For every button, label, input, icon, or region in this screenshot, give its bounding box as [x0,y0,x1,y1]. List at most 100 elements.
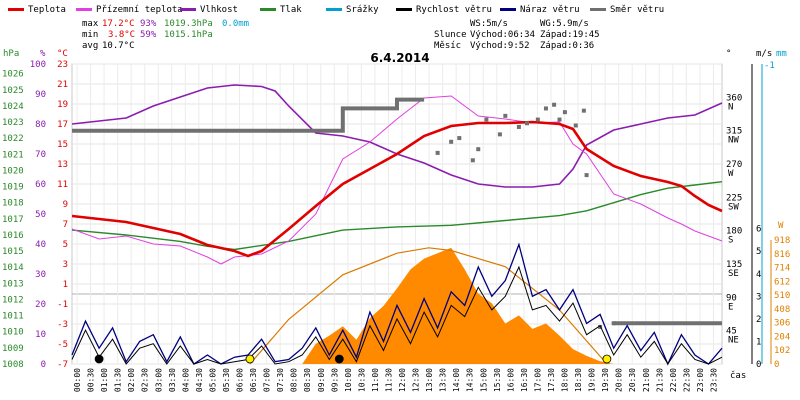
legend-label-smer: Směr větru [610,5,664,15]
tick-label-time: 21:00 [642,368,651,392]
series-smer-point [543,106,548,111]
axis-title-rad: W [778,221,784,231]
tick-label-hpa: 1011 [2,312,24,322]
tick-label-time: 13:30 [439,368,448,392]
series-smer-point [484,117,489,122]
series-smer-point [525,121,529,126]
series-smer-point [598,324,603,329]
info-wg: WG:5.9m/s [540,19,589,29]
series-prizemni-line [71,95,723,265]
marker-moonset [94,354,104,364]
tick-label-c: -3 [57,320,68,330]
info-moon-set: Západ:0:36 [540,41,594,51]
tick-label-rad: 0 [774,360,779,370]
legend-swatch-smer [590,8,606,11]
info-moon-label: Měsíc [434,41,461,51]
legend-label-vlhkost: Vlhkost [200,5,238,15]
legend-item-tlak: Tlak [260,5,302,15]
tick-label-hpa: 1017 [2,215,24,225]
tick-label-hpa: 1008 [2,360,24,370]
tick-label-time: 04:00 [181,368,190,392]
tick-label-ms: 5 [756,247,761,257]
tick-label-pct: 20 [35,300,46,310]
tick-label-time: 08:00 [290,368,299,392]
tick-label-dir: SW [728,202,739,212]
legend-item-vlhkost: Vlhkost [180,5,238,15]
tick-label-time: 04:30 [195,368,204,392]
legend-item-prizemni: Přízemní teplota [76,5,183,15]
tick-label-time: 09:30 [330,368,339,392]
tick-label-time: 03:30 [168,368,177,392]
tick-label-c: 9 [63,200,68,210]
marker-sunrise [245,354,255,364]
tick-label-rad: 510 [774,291,790,301]
tick-label-hpa: 1016 [2,231,24,241]
tick-label-ms: 1 [756,337,761,347]
tick-label-deg: 225 [726,193,742,203]
stats-max-rain: 0.0mm [222,19,249,29]
tick-label-time: 14:30 [466,368,475,392]
tick-label-pct: 10 [35,330,46,340]
tick-label-time: 15:00 [479,368,488,392]
info-sun-set: Západ:19:45 [540,30,600,40]
tick-label-hpa: 1010 [2,328,24,338]
tick-label-dir: NW [728,136,739,146]
tick-label-time: 09:00 [317,368,326,392]
tick-label-pct: 80 [35,120,46,130]
axis-title-deg: ° [726,49,731,59]
legend-swatch-rychlost [396,8,412,11]
legend-swatch-prizemni [76,8,92,11]
series-smer-point [584,173,589,178]
legend-label-tlak: Tlak [280,5,302,15]
tick-label-c: 13 [57,160,68,170]
tick-label-time: 13:00 [425,368,434,392]
legend-label-prizemni: Přízemní teplota [96,5,183,15]
tick-label-time: 21:30 [655,368,664,392]
series-radiace-area [267,247,614,364]
legend-label-naraz: Náraz větru [520,5,580,15]
legend-item-teplota: Teplota [8,5,66,15]
legend-swatch-teplota [8,8,24,11]
tick-label-hpa: 1024 [2,102,24,112]
tick-label-mm: -1 [764,61,775,71]
tick-label-time: 16:30 [520,368,529,392]
legend-label-srazky: Srážky [346,5,379,15]
series-smer-point [557,117,562,122]
tick-label-time: 07:30 [276,368,285,392]
stats-max-temp: 17.2°C [102,19,135,29]
tick-label-time: 00:30 [87,368,96,392]
series-smer-line [72,97,425,133]
series-tlak-line [71,181,723,251]
axis-title-pct: % [40,49,46,59]
info-ws: WS:5m/s [470,19,508,29]
legend-item-naraz: Náraz větru [500,5,580,15]
tick-label-c: 11 [57,180,68,190]
tick-label-hpa: 1026 [2,70,24,80]
legend-swatch-srazky [326,8,342,11]
tick-label-ms: 2 [756,315,761,325]
legend-item-smer: Směr větru [590,5,664,15]
series-teplota-line [71,120,723,258]
tick-label-hpa: 1018 [2,199,24,209]
series-smer-point [516,124,521,129]
tick-label-rad: 306 [774,319,790,329]
series-smer-point [562,110,567,115]
tick-label-time: 10:00 [344,368,353,392]
axis-title-c: °C [57,49,68,59]
tick-label-deg: 135 [726,260,742,270]
stats-min-temp: 3.8°C [108,30,135,40]
series-smer-point [449,139,454,144]
tick-label-deg: 45 [726,327,737,337]
stats-avg-temp: 10.7°C [102,41,135,51]
tick-label-dir: SE [728,269,739,279]
tick-label-c: 19 [57,100,68,110]
tick-label-time: 12:30 [412,368,421,392]
tick-label-time: 01:30 [114,368,123,392]
tick-label-time: 18:30 [574,368,583,392]
tick-label-time: 01:00 [100,368,109,392]
tick-label-pct: 70 [35,150,46,160]
legend-swatch-naraz [500,8,516,11]
tick-label-deg: 360 [726,93,742,103]
series-smer-point [535,117,540,122]
tick-label-hpa: 1019 [2,183,24,193]
